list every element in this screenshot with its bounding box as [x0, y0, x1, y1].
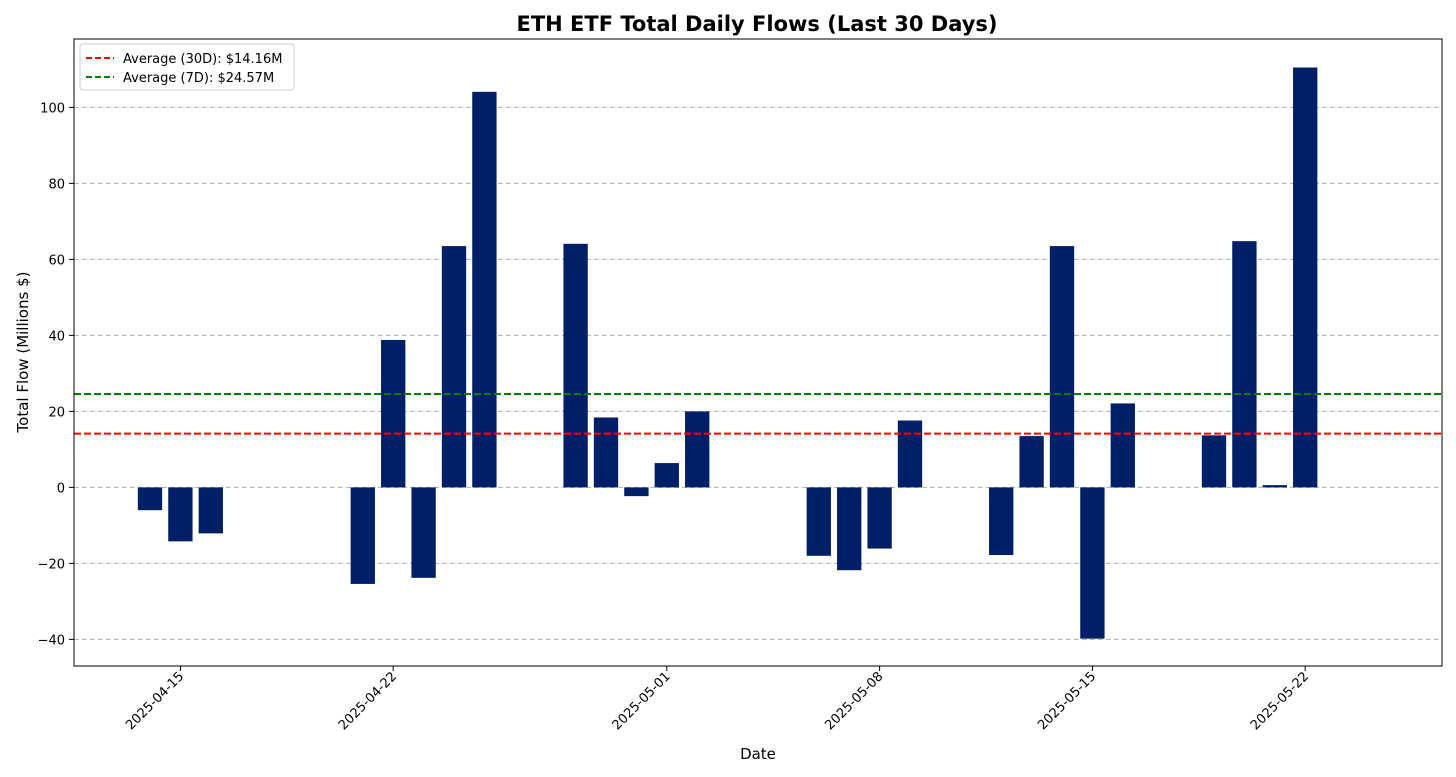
bar	[381, 339, 406, 488]
x-axis-label: Date	[740, 745, 776, 763]
bar	[563, 243, 588, 488]
chart-title: ETH ETF Total Daily Flows (Last 30 Days)	[516, 12, 997, 36]
bar	[624, 487, 649, 497]
bar	[137, 487, 163, 511]
bar	[168, 487, 193, 542]
y-tick-label: −40	[38, 633, 65, 648]
bar	[867, 487, 892, 549]
y-tick-label: 40	[48, 329, 65, 344]
bar	[411, 487, 436, 578]
y-tick-label: 80	[48, 177, 65, 192]
y-tick-label: 20	[48, 405, 65, 420]
x-tick-label: 2025-04-22	[336, 669, 400, 733]
bar	[472, 91, 497, 488]
y-tick-label: 0	[57, 481, 65, 496]
y-tick-label: 100	[40, 101, 65, 116]
bar	[897, 420, 923, 488]
x-axis-ticks: 2025-04-15 2025-04-22 2025-05-01 2025-05-08…	[123, 666, 1312, 733]
y-tick-label: −20	[38, 557, 65, 572]
legend-label-7d: Average (7D): $24.57M	[123, 71, 274, 86]
bar	[1019, 436, 1044, 488]
bar	[1262, 485, 1287, 488]
bar	[1293, 67, 1318, 488]
bar	[1201, 435, 1227, 488]
x-tick-label: 2025-05-01	[610, 669, 674, 733]
legend-frame	[79, 43, 295, 91]
bar	[350, 487, 375, 584]
bar	[1080, 487, 1105, 639]
bar	[1110, 403, 1135, 488]
bar	[1049, 246, 1075, 488]
x-tick-label: 2025-05-08	[822, 669, 886, 733]
bar	[989, 487, 1014, 556]
y-axis-label: Total Flow (Millions $)	[14, 272, 32, 434]
grid-lines	[74, 106, 1442, 640]
bar	[837, 487, 862, 571]
bar	[806, 487, 831, 556]
x-tick-label: 2025-05-22	[1248, 669, 1312, 733]
bar	[198, 487, 223, 534]
bar	[1232, 241, 1257, 488]
bar	[593, 417, 619, 488]
legend-label-30d: Average (30D): $14.16M	[123, 52, 282, 67]
plot-frame	[73, 38, 1443, 667]
legend: Average (30D): $14.16M Average (7D): $24…	[79, 43, 295, 91]
bar	[654, 463, 679, 488]
bars	[137, 67, 1318, 639]
reference-lines	[74, 393, 1442, 435]
x-tick-label: 2025-04-15	[123, 669, 187, 733]
bar	[441, 246, 467, 488]
bar	[685, 411, 710, 488]
x-tick-label: 2025-05-15	[1035, 669, 1099, 733]
y-axis-ticks: −40 −20 0 20 40 60 80 100	[38, 101, 74, 648]
y-tick-label: 60	[48, 253, 65, 268]
